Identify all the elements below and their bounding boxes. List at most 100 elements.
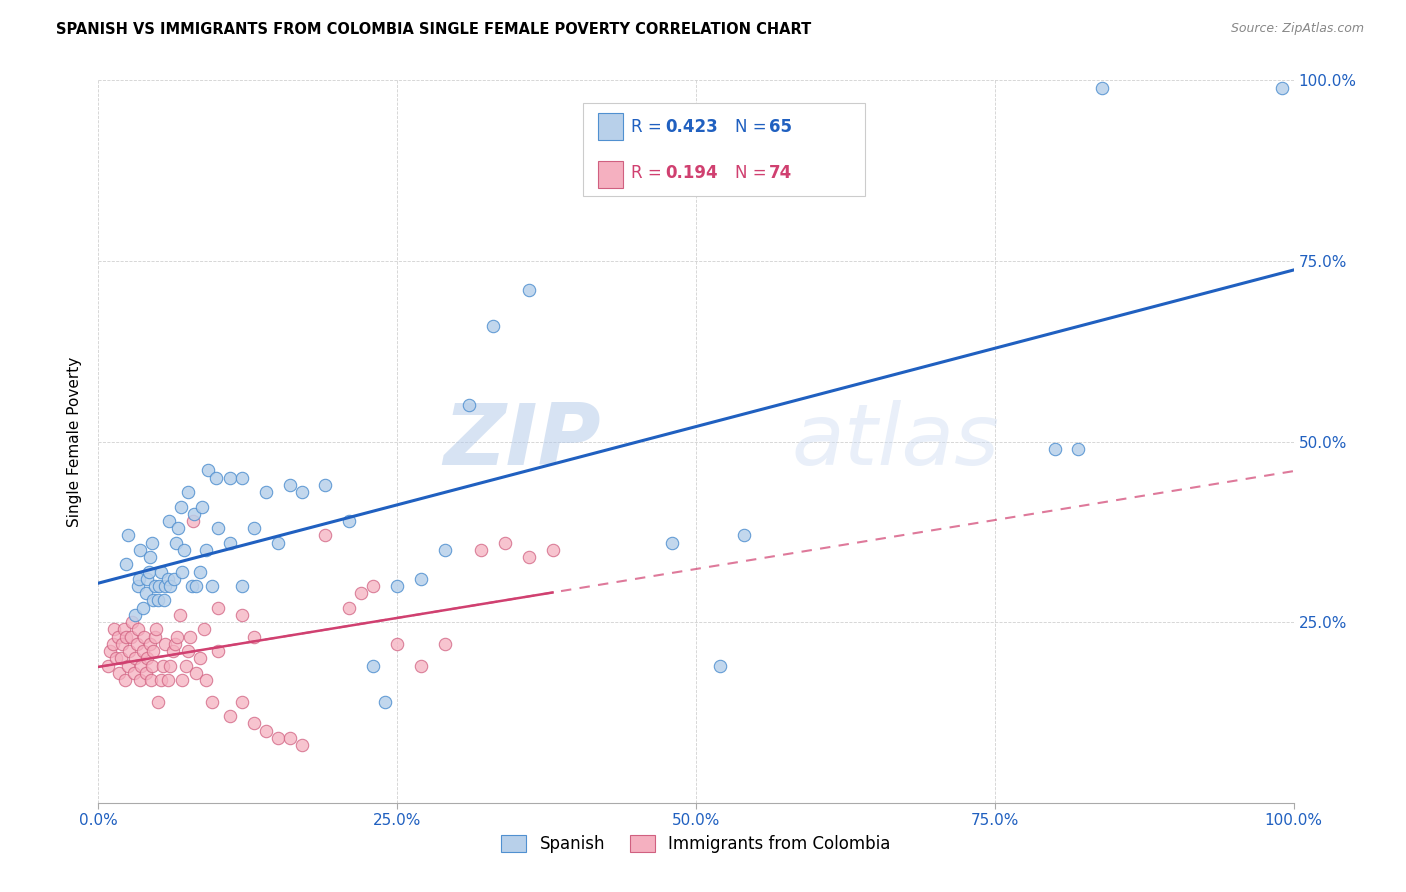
Text: R =: R = [631, 164, 668, 182]
Point [177, 485, 200, 500]
Point [141, 535, 163, 549]
Point [142, 593, 165, 607]
Point [105, 651, 128, 665]
Point [291, 485, 314, 500]
Point [145, 623, 167, 637]
Point [201, 579, 224, 593]
Point [517, 550, 540, 565]
Point [165, 535, 187, 549]
Point [138, 565, 160, 579]
Point [152, 658, 174, 673]
Point [661, 535, 683, 549]
Point [124, 607, 146, 622]
Point [191, 500, 214, 514]
Point [149, 565, 172, 579]
Point [254, 485, 277, 500]
Point [155, 637, 177, 651]
Text: 74: 74 [769, 164, 793, 182]
Point [124, 665, 146, 680]
Text: 0.194: 0.194 [665, 164, 717, 182]
Text: N =: N = [735, 118, 772, 136]
Point [733, 528, 755, 542]
Point [170, 500, 193, 514]
Point [132, 630, 155, 644]
Point [411, 572, 433, 586]
Point [117, 658, 139, 673]
Point [129, 542, 152, 557]
Point [142, 644, 165, 658]
Point [103, 623, 125, 637]
Point [112, 623, 135, 637]
Point [481, 318, 505, 333]
Point [1271, 80, 1294, 95]
Point [363, 658, 385, 673]
Point [131, 600, 153, 615]
Point [129, 673, 152, 687]
Point [517, 283, 540, 297]
Point [458, 398, 481, 412]
Point [149, 673, 172, 687]
Point [98, 644, 122, 658]
Text: 0.423: 0.423 [665, 118, 718, 136]
Point [197, 463, 219, 477]
Point [180, 579, 202, 593]
Point [385, 637, 409, 651]
Point [159, 579, 181, 593]
Point [157, 514, 180, 528]
Point [339, 600, 361, 615]
Point [118, 644, 141, 658]
Point [541, 542, 564, 557]
Point [183, 507, 205, 521]
Point [143, 579, 166, 593]
Point [101, 637, 124, 651]
Point [243, 521, 266, 535]
Text: N =: N = [735, 164, 772, 182]
Point [135, 586, 157, 600]
Text: atlas: atlas [792, 400, 1000, 483]
Point [128, 572, 150, 586]
Point [188, 565, 211, 579]
Point [163, 572, 186, 586]
Point [141, 658, 163, 673]
Point [267, 535, 290, 549]
Point [204, 470, 226, 484]
Text: 65: 65 [769, 118, 792, 136]
Point [470, 542, 492, 557]
Point [136, 651, 159, 665]
Point [385, 579, 409, 593]
Point [186, 579, 208, 593]
Point [153, 593, 176, 607]
Point [107, 630, 129, 644]
Point [231, 695, 253, 709]
Point [278, 731, 301, 745]
Point [434, 542, 457, 557]
Point [219, 709, 242, 723]
Point [135, 665, 157, 680]
Point [219, 470, 242, 484]
Point [172, 673, 194, 687]
Point [494, 535, 516, 549]
Point [143, 630, 166, 644]
Point [156, 673, 179, 687]
Point [181, 514, 204, 528]
Legend: Spanish, Immigrants from Colombia: Spanish, Immigrants from Colombia [495, 828, 897, 860]
Point [114, 673, 136, 687]
Point [155, 579, 177, 593]
Point [131, 644, 153, 658]
Point [243, 716, 266, 731]
Point [136, 572, 159, 586]
Point [115, 558, 138, 572]
Point [111, 637, 134, 651]
Point [139, 673, 162, 687]
Point [127, 623, 149, 637]
Point [195, 542, 218, 557]
Point [188, 651, 211, 665]
Text: R =: R = [631, 118, 668, 136]
Point [267, 731, 290, 745]
Point [120, 630, 142, 644]
Point [231, 579, 253, 593]
Point [177, 644, 200, 658]
Point [131, 658, 153, 673]
Point [121, 615, 143, 630]
Point [173, 542, 195, 557]
